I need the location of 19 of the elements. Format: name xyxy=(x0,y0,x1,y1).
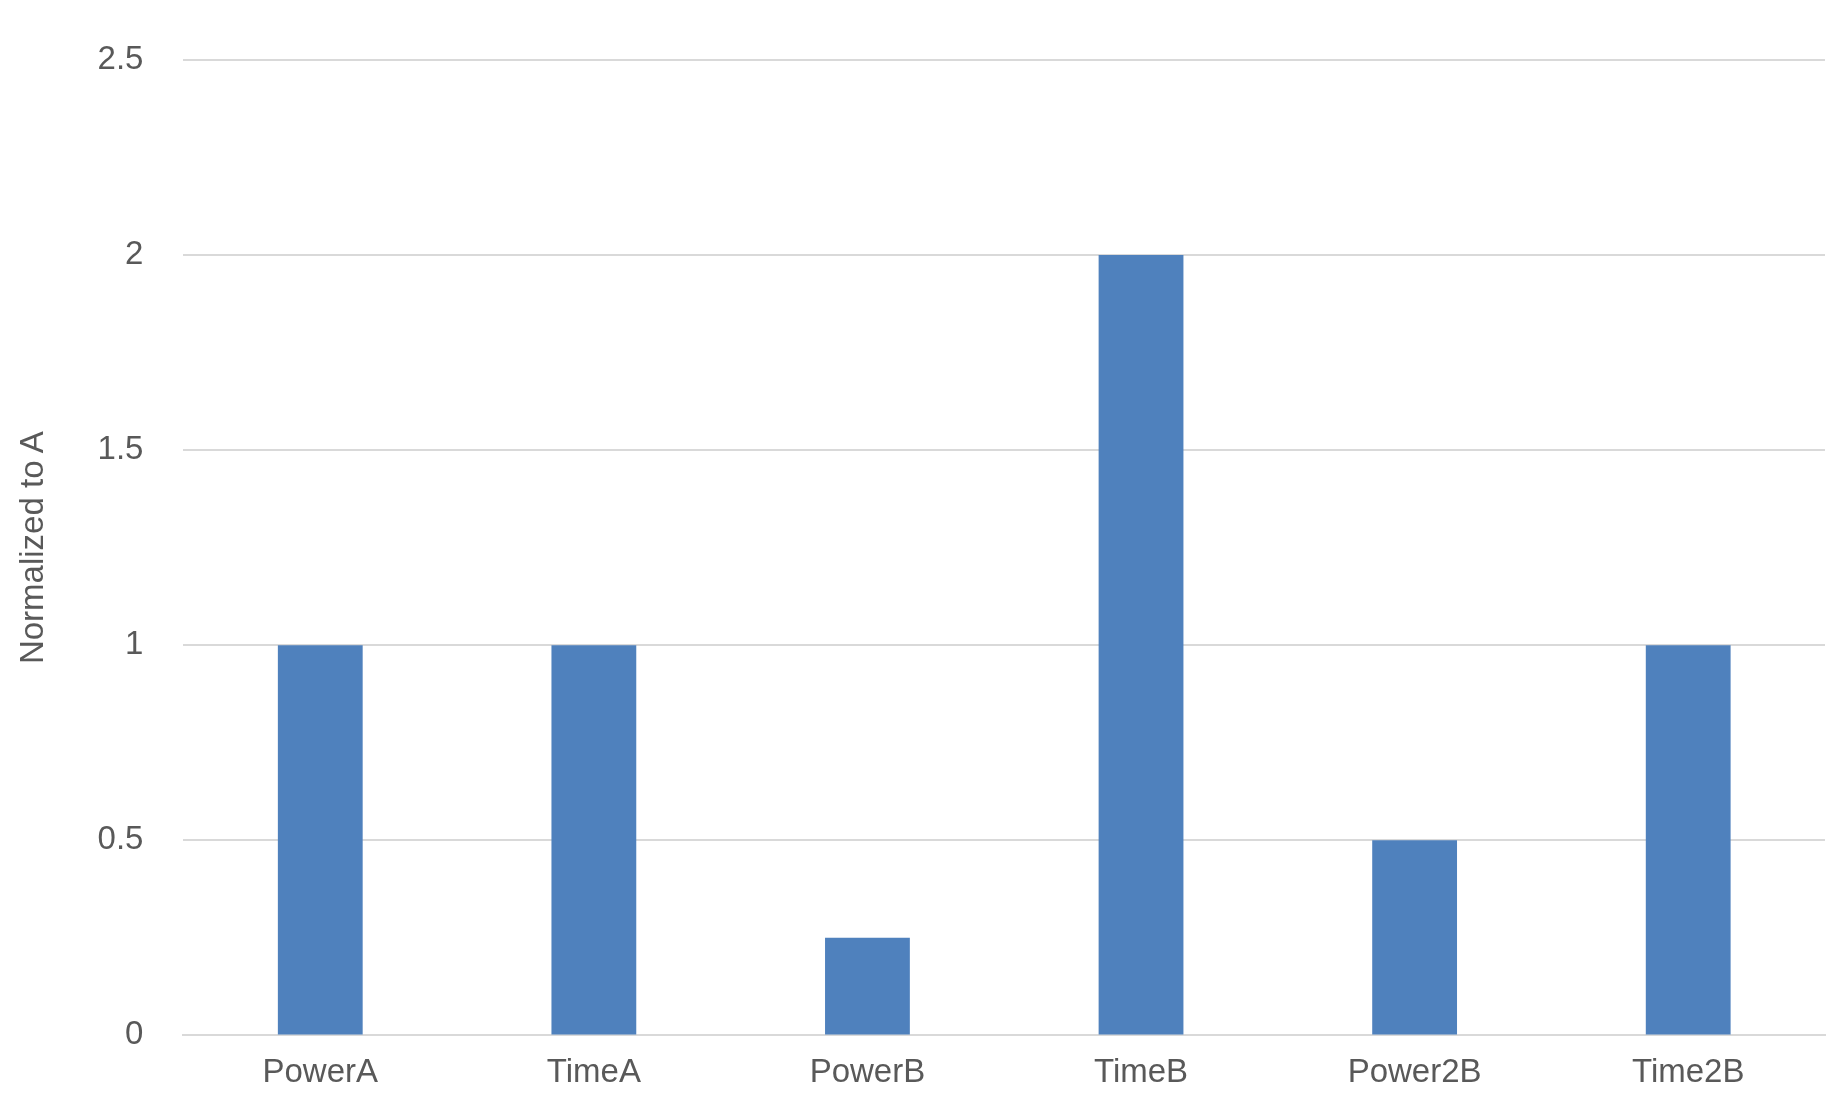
y-tick-label: 0.5 xyxy=(97,819,144,857)
bar xyxy=(825,937,910,1035)
bar xyxy=(1098,254,1184,1035)
y-tick-label: 2 xyxy=(125,234,144,272)
bar xyxy=(1372,840,1458,1035)
x-tick-label: TimeA xyxy=(546,1052,641,1090)
x-tick-label: Time2B xyxy=(1631,1052,1745,1090)
x-tick-label: PowerA xyxy=(262,1052,379,1090)
bar xyxy=(277,645,363,1035)
y-tick-label: 0 xyxy=(125,1014,144,1052)
x-tick-label: TimeB xyxy=(1093,1052,1189,1090)
x-tick-label: Power2B xyxy=(1347,1052,1482,1090)
y-tick-label: 2.5 xyxy=(97,38,144,76)
y-tick-label: 1.5 xyxy=(97,429,144,467)
y-axis-title: Normalized to A xyxy=(12,431,50,665)
x-tick-label: PowerB xyxy=(809,1052,926,1090)
bar xyxy=(1645,645,1731,1035)
bar xyxy=(551,645,637,1035)
y-tick-label: 1 xyxy=(125,624,144,662)
